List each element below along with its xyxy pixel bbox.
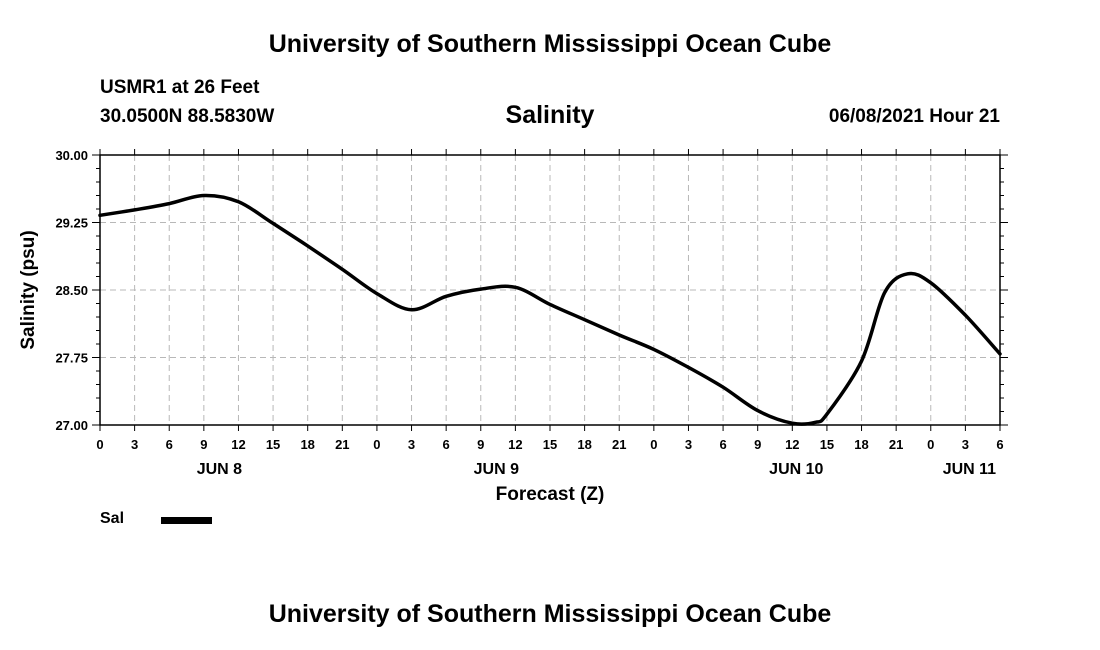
legend-label: Sal — [100, 510, 125, 527]
y-tick-label: 27.00 — [55, 418, 88, 433]
x-tick-label: 21 — [612, 437, 626, 452]
x-tick-label: 0 — [927, 437, 934, 452]
x-tick-label: 9 — [200, 437, 207, 452]
y-tick-label: 27.75 — [55, 351, 88, 366]
x-tick-label: 15 — [820, 437, 834, 452]
x-day-label: JUN 11 — [943, 461, 996, 478]
x-tick-label: 6 — [719, 437, 726, 452]
x-tick-label: 15 — [543, 437, 557, 452]
x-tick-label: 12 — [508, 437, 522, 452]
chart-title: University of Southern Mississippi Ocean… — [268, 30, 832, 58]
x-day-label: JUN 9 — [474, 461, 519, 478]
footer-title: University of Southern Mississippi Ocean… — [268, 600, 832, 628]
y-tick-label: 28.50 — [55, 283, 88, 298]
x-tick-label: 9 — [754, 437, 761, 452]
x-tick-label: 6 — [443, 437, 450, 452]
variable-title: Salinity — [505, 101, 595, 129]
y-tick-label: 29.25 — [55, 216, 88, 231]
legend-swatch — [161, 517, 212, 524]
x-axis-label: Forecast (Z) — [496, 484, 605, 505]
x-tick-label: 6 — [166, 437, 173, 452]
x-tick-label: 15 — [266, 437, 280, 452]
x-day-label: JUN 8 — [197, 461, 242, 478]
x-tick-label: 12 — [785, 437, 799, 452]
x-tick-label: 21 — [335, 437, 349, 452]
plot-frame — [99, 154, 1001, 426]
x-tick-label: 6 — [996, 437, 1003, 452]
x-tick-label: 18 — [577, 437, 591, 452]
x-tick-label: 9 — [477, 437, 484, 452]
x-tick-label: 3 — [962, 437, 969, 452]
x-tick-label: 12 — [231, 437, 245, 452]
station-label: USMR1 at 26 Feet — [100, 77, 260, 98]
x-tick-label: 18 — [854, 437, 868, 452]
y-tick-label: 30.00 — [55, 148, 88, 163]
x-tick-label: 3 — [685, 437, 692, 452]
x-day-label: JUN 10 — [769, 461, 823, 478]
series-line-sal — [98, 193, 1002, 426]
x-tick-label: 18 — [300, 437, 314, 452]
x-tick-label: 0 — [96, 437, 103, 452]
issued-time: 06/08/2021 Hour 21 — [828, 106, 1000, 127]
coordinates-label: 30.0500N 88.5830W — [100, 106, 275, 127]
x-tick-label: 21 — [889, 437, 903, 452]
x-tick-label: 0 — [373, 437, 380, 452]
x-tick-label: 3 — [408, 437, 415, 452]
y-axis-label: Salinity (psu) — [18, 230, 39, 349]
x-tick-label: 0 — [650, 437, 657, 452]
x-tick-label: 3 — [131, 437, 138, 452]
